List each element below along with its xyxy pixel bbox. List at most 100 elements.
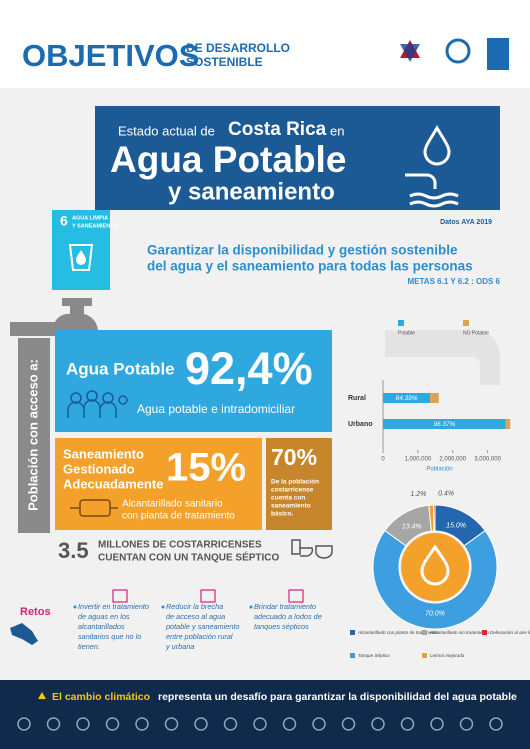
sdg-icon [489,717,503,731]
sdg-icon [341,717,356,731]
challenges-title: Retos [20,606,51,618]
pie-value-label: 15.0% [446,522,466,529]
goal-targets: METAS 6.1 Y 6.2 : ODS 6 [408,277,501,286]
legend-label: Defecación al aire libre [490,630,530,635]
banner-lead: Estado actual de [118,123,215,138]
bullet [249,605,253,609]
banner-source: Datos AYA 2019 [440,219,492,226]
challenge-text: sanitarios que no lo [78,632,141,641]
x-tick-label: 0 [381,457,385,463]
pie-center [401,533,469,601]
category-label: Rural [348,395,366,402]
septic-text: CUENTAN CON UN TANQUE SÉPTICO [98,551,280,564]
sdg-icon [17,717,31,731]
challenge-text: tanques sépticos [254,622,309,631]
pie-value-label: 0.4% [438,491,454,498]
legend-label: Potable [398,330,415,336]
legend-swatch [422,653,427,658]
challenge-text: Brindar tratamiento [254,602,316,611]
basic-note: saneamiento [271,503,311,510]
pie-slice [432,504,436,532]
legend-swatch [422,630,427,635]
warning-icon [38,692,46,699]
header-subtitle: SOSTENIBLE [186,55,263,69]
sanitation-value: 15% [166,446,246,490]
challenge-text: de acceso al agua [166,612,225,621]
banner-country: Costa Rica [228,119,327,140]
bar [430,393,439,403]
access-label: Población con acceso a: [25,359,40,511]
sdg-icon [459,717,474,731]
legend-swatch [482,630,487,635]
sdg-icon [253,717,267,731]
basic-box [266,438,332,530]
pipe-icon [70,499,118,517]
bar [383,393,431,403]
legend-label: Alcantarillado con planta de tratamiento [357,630,439,635]
sdg-icon [282,717,297,731]
goal-label: Y SANEAMIENTO [72,223,118,229]
water-box [55,330,332,432]
legend-label: Tanque Séptico [358,653,390,658]
sanitation-box [55,438,262,530]
header-title: OBJETIVOS [22,38,199,73]
map-icon [10,623,38,645]
water-value: 92,4% [185,343,313,394]
pipe [18,338,50,533]
sanitation-title: Gestionado [63,461,135,476]
basic-value: 70% [271,444,317,470]
challenge-text: Invertir en tratamiento [78,602,149,611]
header-subtitle: DE DESARROLLO [186,41,290,55]
x-tick-label: 1,000,000 [405,457,432,463]
sanitation-note: con planta de tratamiento [122,511,235,522]
sdg-icon [430,717,444,731]
bar [383,419,506,429]
banner-subtitle: y saneamiento [168,178,335,205]
people-icon [67,390,128,418]
bar [505,419,511,429]
sdg-icon [135,717,149,731]
goal-icon [76,250,86,265]
challenge-icon [288,589,304,603]
sdg-icon [76,717,90,731]
goal-statement: del agua y el saneamiento para todas las… [147,259,473,274]
pie-value-label: 13.4% [402,524,422,531]
septic-value: 3.5 [58,538,89,563]
footer-text: representa un desafío para garantizar la… [158,691,517,703]
legend-label: NO Potable [463,330,489,336]
sanitation-note: Alcantarillado sanitario [122,499,223,510]
sdg-icon [194,717,208,731]
category-label: Urbano [348,421,373,428]
basic-note: costarricense [271,487,314,494]
challenge-icon [200,589,216,603]
sdg-icon [223,717,238,731]
challenge-icon [112,589,128,603]
goal-number: 6 [60,213,68,229]
sdg-icon [400,717,415,731]
sdg-icon [371,717,385,731]
toilet-icon [291,539,333,559]
value-label: 96.37% [433,421,455,428]
septic-text: MILLONES DE COSTARRICENSES [98,540,262,551]
banner-title: Agua Potable [110,139,346,180]
goal-icon [68,244,94,271]
banner-lead-end: en [330,123,344,138]
footer-highlight: El cambio climático [52,691,150,703]
legend-label: Alcantarillado sin tratamiento [429,630,489,635]
challenge-text: tienen. [78,642,100,651]
legend-swatch [463,320,469,326]
legend-label: Letrina mejorada [430,653,465,658]
pie-value-label: 70.0% [425,610,445,617]
challenge-text: potable y saneamiento [165,622,239,631]
bullet [161,605,165,609]
water-note: Agua potable e intradomiciliar [137,402,295,416]
legend-swatch [398,320,404,326]
banner [95,106,500,210]
footer [0,680,530,749]
challenge-text: y urbana [165,642,194,651]
challenge-text: Reducir la brecha [166,602,223,611]
basic-note: básico. [271,511,294,518]
x-tick-label: 3,000,000 [474,457,501,463]
water-icon [405,125,459,208]
